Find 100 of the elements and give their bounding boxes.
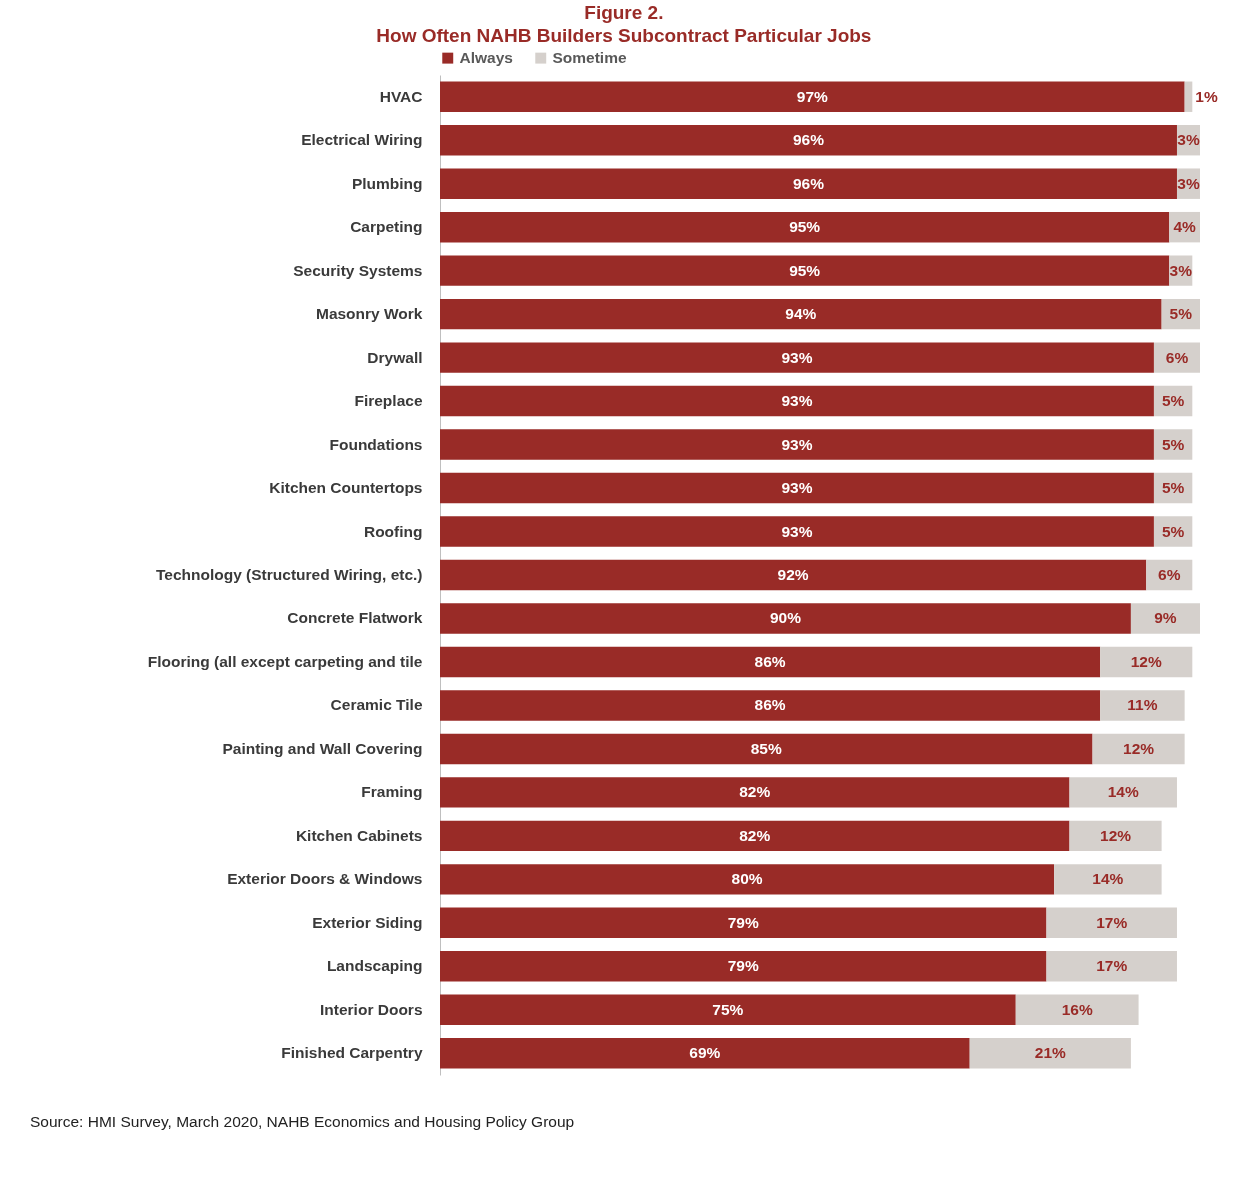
data-label: 3% xyxy=(1169,261,1193,279)
chart-subtitle: How Often NAHB Builders Subcontract Particular Jobs xyxy=(376,25,872,46)
data-label: 6% xyxy=(1158,566,1181,583)
y-tick-label: Masonry Work xyxy=(315,305,423,323)
y-tick-label: Drywall xyxy=(367,348,423,366)
data-label: 82% xyxy=(739,783,771,801)
bar xyxy=(1100,646,1193,678)
data-label: 96% xyxy=(792,131,825,149)
bar xyxy=(440,864,1055,895)
data-label: 21% xyxy=(1034,1044,1067,1062)
y-tick-label: Kitchen Cabinets xyxy=(295,826,423,844)
source-note: Source: HMI Survey, March 2020, NAHB Economics and Housing Policy Group xyxy=(30,1113,575,1130)
data-label: 12% xyxy=(1123,739,1155,757)
data-label: 3% xyxy=(1177,174,1200,192)
data-label: 93% xyxy=(781,435,813,453)
data-label: 95% xyxy=(789,261,821,279)
bar xyxy=(440,646,1101,678)
bar xyxy=(969,1038,1131,1069)
data-label: 17% xyxy=(1096,957,1128,975)
data-label: 86% xyxy=(754,696,786,714)
data-label: 6% xyxy=(1165,348,1189,366)
bar xyxy=(440,125,1177,156)
data-label: 95% xyxy=(789,218,821,236)
data-label: 1% xyxy=(1195,87,1218,105)
data-label: 86% xyxy=(754,652,786,670)
data-label: 14% xyxy=(1107,783,1139,801)
y-tick-label: HVAC xyxy=(379,87,423,105)
data-label: 5% xyxy=(1161,435,1185,453)
data-label: 79% xyxy=(727,957,759,975)
legend-label: Sometime xyxy=(552,49,627,67)
bar xyxy=(440,907,1047,939)
bar xyxy=(440,298,1162,330)
y-tick-label: Finished Carpentry xyxy=(281,1044,423,1062)
bar xyxy=(1015,994,1139,1025)
data-label: 11% xyxy=(1127,696,1158,714)
bar xyxy=(440,1038,970,1069)
data-label: 5% xyxy=(1161,392,1185,410)
y-tick-label: Concrete Flatwork xyxy=(287,609,423,627)
bar xyxy=(1184,81,1193,112)
data-label: 79% xyxy=(727,913,759,931)
bar xyxy=(440,516,1154,547)
y-tick-label: Security Systems xyxy=(293,261,423,279)
data-label: 9% xyxy=(1154,609,1177,627)
y-tick-label: Flooring (all except carpeting and tile xyxy=(147,652,423,670)
data-label: 5% xyxy=(1161,522,1185,540)
data-label: 90% xyxy=(769,609,802,627)
data-label: 5% xyxy=(1161,479,1185,497)
data-label: 96% xyxy=(792,174,825,192)
bar xyxy=(1100,690,1185,721)
bar xyxy=(1069,820,1162,852)
chart-title: Figure 2. xyxy=(584,2,664,23)
bar xyxy=(440,733,1093,765)
data-label: 4% xyxy=(1173,218,1197,236)
y-tick-label: Interior Doors xyxy=(320,1000,423,1018)
y-tick-label: Landscaping xyxy=(326,957,423,975)
y-tick-label: Framing xyxy=(361,783,423,801)
bar xyxy=(1153,342,1200,373)
data-label: 80% xyxy=(731,870,763,888)
y-tick-label: Carpeting xyxy=(350,218,423,236)
bar xyxy=(440,603,1131,634)
bar xyxy=(1054,864,1162,895)
y-tick-label: Exterior Doors & Windows xyxy=(227,870,423,888)
y-tick-label: Roofing xyxy=(363,522,423,540)
data-label: 3% xyxy=(1177,131,1200,149)
bar xyxy=(440,559,1147,591)
bar xyxy=(440,690,1101,721)
y-tick-label: Technology (Structured Wiring, etc.) xyxy=(155,566,423,583)
y-tick-label: Ceramic Tile xyxy=(330,696,423,714)
y-tick-label: Fireplace xyxy=(354,392,423,410)
bar xyxy=(1130,603,1200,634)
data-label: 16% xyxy=(1061,1000,1093,1018)
data-label: 93% xyxy=(781,348,813,366)
data-label: 75% xyxy=(712,1000,744,1018)
bar xyxy=(1046,951,1177,982)
data-label: 12% xyxy=(1130,652,1162,670)
data-label: 85% xyxy=(750,739,782,757)
bar xyxy=(440,472,1154,504)
bar xyxy=(1092,733,1185,765)
bar xyxy=(440,81,1185,112)
bar xyxy=(440,429,1154,460)
bar xyxy=(440,820,1070,852)
bar xyxy=(440,255,1170,286)
bar xyxy=(440,211,1170,243)
data-label: 93% xyxy=(781,479,813,497)
y-tick-label: Electrical Wiring xyxy=(301,131,423,149)
bar xyxy=(440,951,1047,982)
data-label: 69% xyxy=(689,1044,721,1062)
y-tick-label: Painting and Wall Covering xyxy=(222,739,423,757)
data-label: 5% xyxy=(1169,305,1193,323)
data-label: 82% xyxy=(739,826,771,844)
bar xyxy=(440,168,1177,199)
y-tick-label: Plumbing xyxy=(351,174,423,192)
bar xyxy=(440,385,1154,417)
bar xyxy=(1046,907,1177,939)
bar xyxy=(1069,777,1177,808)
bar xyxy=(440,342,1154,373)
data-label: 92% xyxy=(777,566,809,583)
data-label: 14% xyxy=(1092,870,1124,888)
y-tick-label: Foundations xyxy=(329,435,423,453)
y-tick-label: Kitchen Countertops xyxy=(269,479,423,497)
